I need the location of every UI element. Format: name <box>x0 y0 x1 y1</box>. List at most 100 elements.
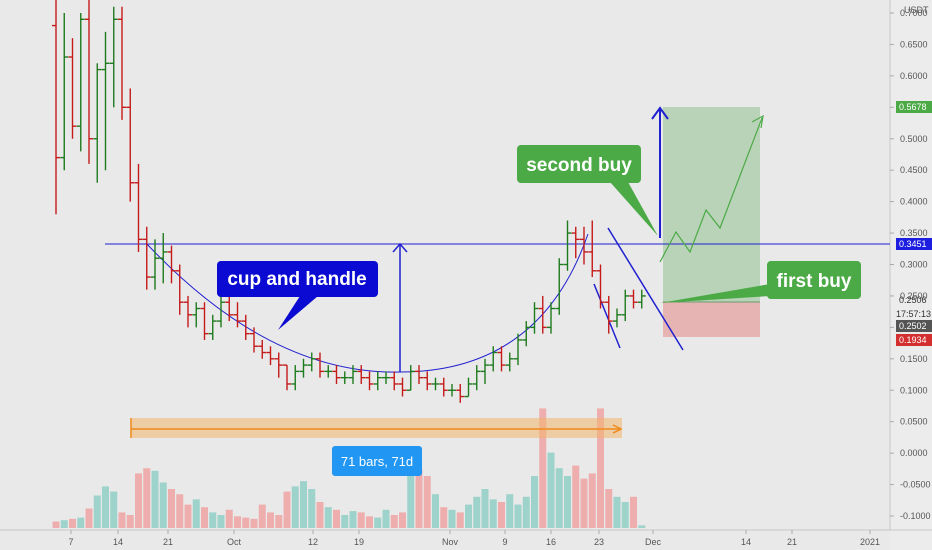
price-tick-label: 0.3500 <box>900 228 928 238</box>
cup-curve <box>145 233 589 373</box>
volume-bar <box>465 504 472 528</box>
volume-bar <box>77 517 85 528</box>
candle <box>217 295 225 328</box>
candle <box>208 314 217 340</box>
candle <box>266 346 275 366</box>
candle <box>613 308 621 328</box>
svg-text:0.1934: 0.1934 <box>899 335 927 345</box>
volume-bar <box>531 476 538 528</box>
price-tick-label: -0.1000 <box>900 511 931 521</box>
volume-bar <box>102 486 109 528</box>
volume-bars <box>52 408 646 528</box>
profit-zone <box>663 107 760 302</box>
candle <box>109 6 118 108</box>
volume-bar <box>308 489 316 528</box>
volume-bar <box>638 525 646 528</box>
time-tick-label: 14 <box>741 537 751 547</box>
candle <box>101 31 110 171</box>
volume-bar <box>135 473 142 528</box>
volume-bar <box>407 447 415 528</box>
loss-zone <box>663 302 760 337</box>
candle <box>472 365 481 391</box>
candlesticks <box>52 0 646 403</box>
volume-bar <box>481 489 489 528</box>
price-tick-label: 0.1000 <box>900 385 928 395</box>
volume-bar <box>440 507 448 528</box>
bars-range-arrowhead <box>612 424 623 434</box>
candle <box>241 314 250 340</box>
cup-depth-arrowhead <box>392 242 408 253</box>
price-tick-label: 0.6500 <box>900 39 928 49</box>
cup-and-handle-label: cup and handle <box>227 269 366 290</box>
candle <box>530 302 539 334</box>
volume-bar <box>184 504 192 528</box>
handle-upper-line <box>607 227 684 351</box>
candle <box>398 377 407 397</box>
candle <box>233 302 242 328</box>
candle <box>126 88 135 202</box>
bars-range-label: 71 bars, 71d <box>341 454 413 469</box>
volume-bar <box>374 517 382 528</box>
candle <box>456 383 465 403</box>
time-tick-label: 7 <box>68 537 73 547</box>
volume-bar <box>201 507 208 528</box>
candle <box>621 289 630 322</box>
volume-bar <box>613 496 621 528</box>
volume-bar <box>366 516 373 528</box>
volume-bar <box>564 476 571 528</box>
plot-background <box>0 0 890 550</box>
candle <box>258 339 267 359</box>
candle <box>637 289 646 309</box>
handle-lower-line <box>593 283 621 349</box>
volume-bar <box>399 512 406 528</box>
resistance-price-tag: 0.3451 <box>896 238 932 250</box>
volume-bar <box>275 515 283 528</box>
volume-bar <box>291 486 299 528</box>
candle <box>431 377 440 391</box>
time-axis[interactable]: 7 14 21 Oct 12 19 Nov 9 16 23 Dec 14 21 2021 <box>68 530 880 547</box>
time-tick-label: 19 <box>354 537 364 547</box>
time-tick-label: 9 <box>502 537 507 547</box>
price-tick-label: 0.1500 <box>900 354 928 364</box>
volume-bar <box>250 518 258 528</box>
volume-bar <box>432 494 439 528</box>
time-tick-label: 16 <box>546 537 556 547</box>
volume-bar <box>225 509 233 528</box>
candle <box>489 346 498 372</box>
volume-bar <box>415 469 423 528</box>
volume-bar <box>522 496 530 528</box>
volume-bar <box>630 496 637 528</box>
volume-bar <box>316 502 324 528</box>
time-tick-label: 14 <box>113 537 123 547</box>
projected-path <box>659 117 763 263</box>
candle <box>324 365 333 378</box>
candle <box>134 163 143 252</box>
candle <box>274 352 283 378</box>
candle <box>299 358 308 378</box>
volume-bar <box>498 502 505 528</box>
candle <box>604 295 613 334</box>
time-tick-label: 2021 <box>860 537 880 547</box>
first-buy-callout: first buy <box>660 261 861 303</box>
svg-text:0.5678: 0.5678 <box>899 102 927 112</box>
volume-bar <box>514 504 522 528</box>
candle <box>588 220 597 278</box>
time-tick-label: 23 <box>594 537 604 547</box>
target-arrowhead <box>651 106 669 120</box>
candle <box>167 245 176 284</box>
candle <box>60 13 69 171</box>
price-axis-unit: USDT <box>904 5 929 15</box>
candle <box>151 239 159 290</box>
stop-price-tag: 0.1934 <box>896 334 932 346</box>
candle <box>250 327 258 353</box>
candle <box>365 371 374 391</box>
volume-bar <box>242 517 250 528</box>
candle <box>68 38 77 139</box>
candle <box>423 371 432 391</box>
candle <box>52 0 60 215</box>
projected-path-arrowhead <box>751 114 764 129</box>
price-axis[interactable]: 0.70000.65000.60000.55000.50000.45000.40… <box>890 8 931 521</box>
price-tick-label: 0.5000 <box>900 134 928 144</box>
candle <box>439 377 448 397</box>
